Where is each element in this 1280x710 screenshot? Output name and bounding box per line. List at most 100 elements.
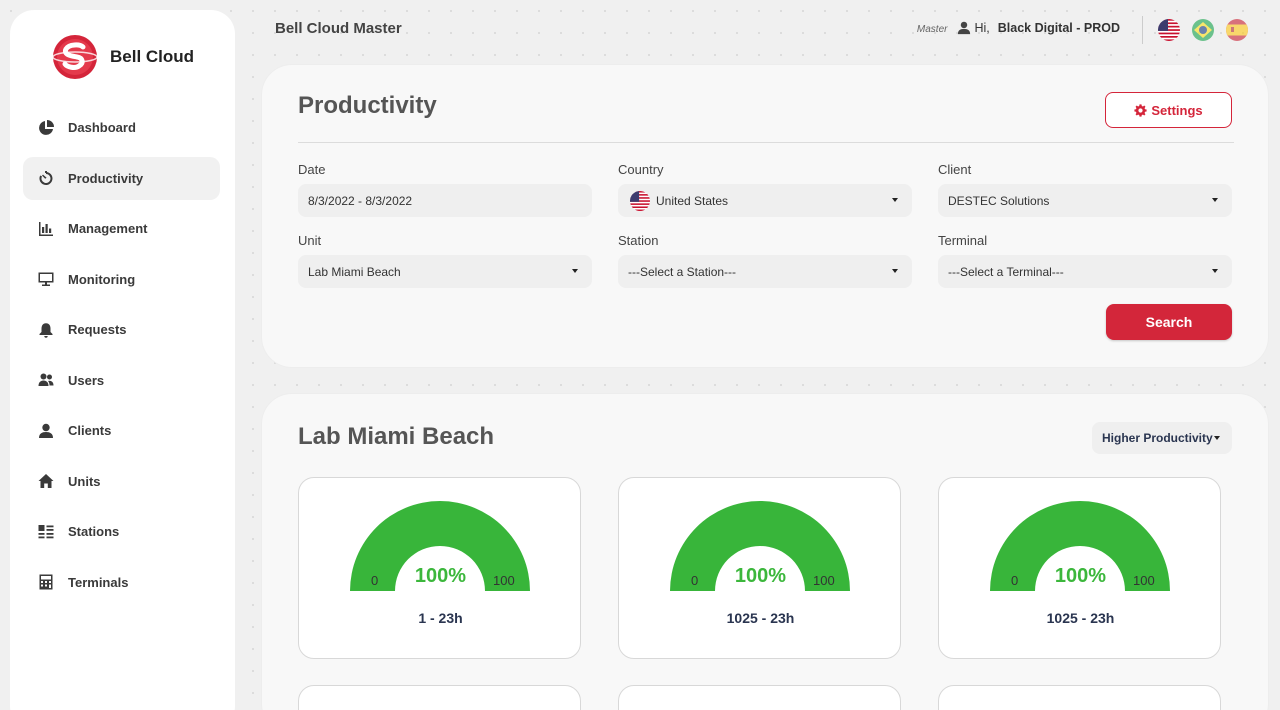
client-label: Client	[938, 162, 972, 177]
gauge-card[interactable]	[618, 685, 901, 710]
brand[interactable]: Bell Cloud	[52, 34, 194, 80]
bar-chart-icon	[38, 221, 54, 237]
chevron-down-icon	[1212, 269, 1218, 273]
gauge-arc	[670, 501, 850, 591]
greeting: Hi,	[974, 21, 990, 35]
sidebar-item-label: Productivity	[68, 170, 144, 186]
date-range-value: 8/3/2022 - 8/3/2022	[308, 193, 413, 208]
station-select[interactable]: ---Select a Station---	[618, 255, 912, 288]
search-button[interactable]: Search	[1106, 304, 1232, 340]
gauge-label: 1 - 23h	[418, 610, 463, 626]
user-icon	[957, 21, 971, 35]
brazil-flag-icon[interactable]	[1192, 19, 1214, 41]
user-name: Black Digital - PROD	[997, 21, 1120, 35]
chevron-down-icon	[892, 198, 898, 202]
unit-value: Lab Miami Beach	[308, 264, 401, 279]
chevron-down-icon	[572, 269, 578, 273]
sidebar-item-terminals[interactable]: Terminals	[23, 561, 220, 604]
gauge-min: 0	[371, 573, 379, 588]
chevron-down-icon	[892, 269, 898, 273]
bell-cloud-logo-icon	[52, 35, 98, 79]
sidebar-item-label: Dashboard	[68, 120, 136, 135]
sidebar-nav: Dashboard Productivity Management Monito…	[23, 106, 220, 611]
bell-icon	[38, 322, 54, 338]
chevron-down-icon	[1214, 436, 1220, 440]
settings-button[interactable]: Settings	[1105, 92, 1232, 128]
gauge-min: 0	[1011, 573, 1019, 588]
sidebar-item-users[interactable]: Users	[23, 359, 220, 402]
settings-label: Settings	[1151, 102, 1203, 118]
unit-select[interactable]: Lab Miami Beach	[298, 255, 592, 288]
unit-field: Unit Lab Miami Beach	[298, 233, 592, 288]
sidebar-item-clients[interactable]: Clients	[23, 409, 220, 452]
us-flag-icon[interactable]	[1158, 19, 1180, 41]
user-menu[interactable]: Master Hi, Black Digital - PROD	[917, 21, 1120, 35]
user-role: Master	[916, 24, 948, 35]
gauge-value: 100%	[734, 565, 787, 587]
sidebar-item-requests[interactable]: Requests	[23, 308, 220, 351]
user-icon	[38, 423, 54, 439]
gauge-card[interactable]: 0 100 100% 1 - 23h	[298, 477, 581, 659]
sidebar-item-monitoring[interactable]: Monitoring	[23, 258, 220, 301]
station-field: Station ---Select a Station---	[618, 233, 912, 288]
client-value: DESTEC Solutions	[948, 193, 1050, 208]
gauge-max: 100	[813, 573, 835, 588]
sidebar-item-units[interactable]: Units	[23, 460, 220, 503]
calculator-icon	[38, 574, 54, 590]
sidebar-item-dashboard[interactable]: Dashboard	[23, 106, 220, 149]
unit-title: Lab Miami Beach	[298, 423, 495, 450]
sidebar-item-management[interactable]: Management	[23, 207, 220, 250]
terminal-field: Terminal ---Select a Terminal---	[938, 233, 1232, 288]
sidebar-item-label: Monitoring	[68, 271, 136, 287]
unit-label: Unit	[298, 233, 322, 248]
brand-name: Bell Cloud	[110, 47, 195, 66]
sidebar-item-label: Terminals	[68, 574, 129, 590]
gauge-card[interactable]: 0 100 100% 1025 - 23h	[938, 477, 1221, 659]
gauge-label: 1025 - 23h	[726, 610, 795, 626]
date-field: Date 8/3/2022 - 8/3/2022	[298, 162, 592, 217]
date-label: Date	[298, 162, 326, 177]
station-label: Station	[618, 233, 659, 248]
country-label: Country	[618, 162, 664, 177]
country-select[interactable]: United States	[618, 184, 912, 217]
gauge-arc	[990, 501, 1170, 591]
spain-flag-icon[interactable]	[1226, 19, 1248, 41]
gauge-label: 1025 - 23h	[1046, 610, 1115, 626]
gear-icon	[1134, 103, 1147, 117]
sidebar-item-label: Requests	[68, 322, 127, 337]
sidebar-item-label: Units	[68, 473, 101, 489]
terminal-value: ---Select a Terminal---	[948, 264, 1064, 279]
sidebar-item-label: Clients	[68, 423, 112, 438]
client-field: Client DESTEC Solutions	[938, 162, 1232, 217]
date-range-input[interactable]: 8/3/2022 - 8/3/2022	[298, 184, 592, 217]
filter-panel: Productivity Settings Date 8/3/2022 - 8/…	[262, 65, 1268, 367]
divider	[298, 142, 1234, 143]
sidebar-item-label: Users	[68, 372, 105, 388]
gauge-max: 100	[493, 573, 515, 588]
sidebar-item-productivity[interactable]: Productivity	[23, 156, 220, 200]
country-field: Country United States	[618, 162, 912, 217]
sidebar-item-label: Stations	[68, 524, 120, 539]
terminal-select[interactable]: ---Select a Terminal---	[938, 255, 1232, 288]
gauge-card[interactable]: 0 100 100% 1025 - 23h	[618, 477, 901, 659]
gauge-card[interactable]	[938, 685, 1221, 710]
terminal-label: Terminal	[938, 233, 988, 248]
unit-panel: Lab Miami Beach Higher Productivity 0 10…	[262, 394, 1268, 710]
sort-value: Higher Productivity	[1102, 431, 1213, 445]
gauge-min: 0	[691, 573, 699, 588]
app-title: Bell Cloud Master	[275, 20, 402, 37]
gauge-arc	[350, 501, 530, 591]
gauge-card[interactable]	[298, 685, 581, 710]
sidebar-item-stations[interactable]: Stations	[23, 510, 220, 553]
country-value: United States	[656, 193, 729, 208]
language-switcher	[1158, 19, 1248, 41]
gauge-value: 100%	[414, 565, 467, 587]
sidebar: Bell Cloud Dashboard Productivity Manage…	[10, 10, 235, 710]
client-select[interactable]: DESTEC Solutions	[938, 184, 1232, 217]
monitor-icon	[38, 271, 54, 287]
stopwatch-icon	[38, 170, 54, 186]
gauge-chart	[670, 501, 850, 591]
pie-chart-icon	[38, 119, 54, 136]
sort-select[interactable]: Higher Productivity	[1092, 422, 1232, 454]
gauge-chart	[350, 501, 530, 591]
